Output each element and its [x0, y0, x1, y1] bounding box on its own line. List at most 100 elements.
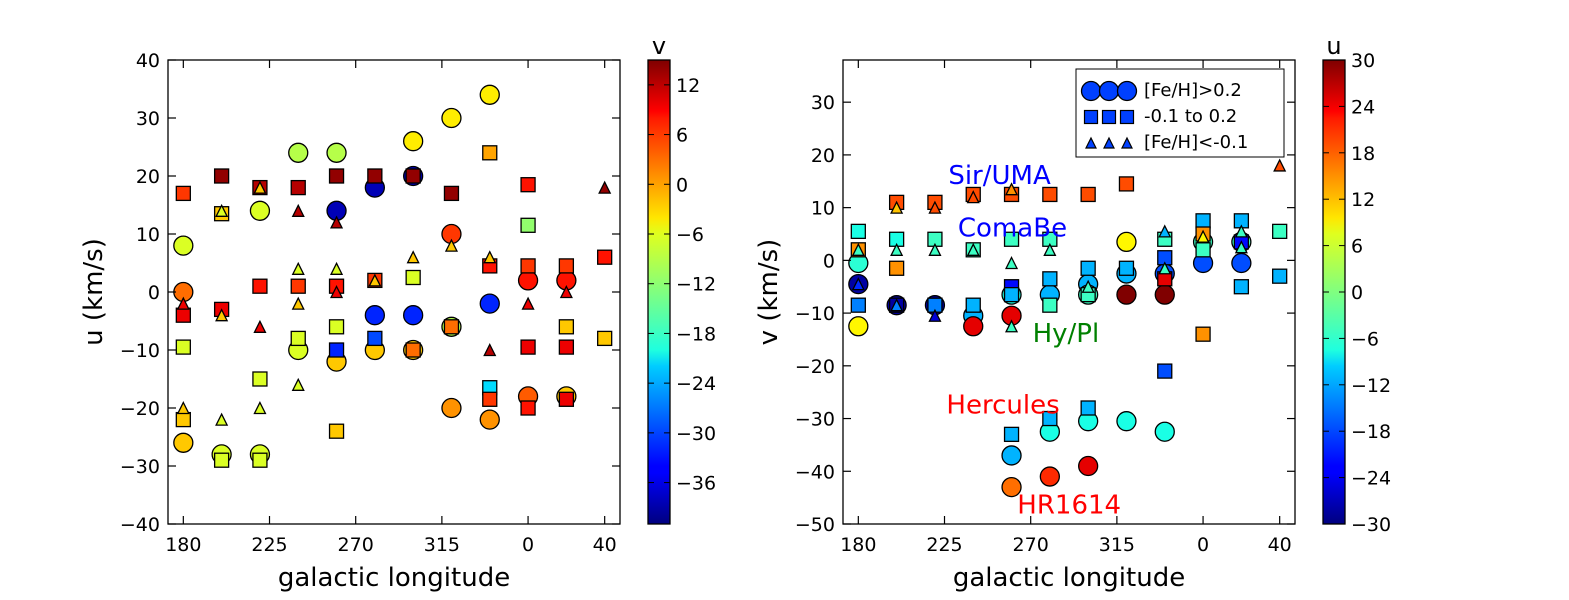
y-tick-label: 0 — [148, 282, 160, 304]
right-x-ticks: 180 225 270 315 0 40 — [840, 60, 1292, 556]
triangle-point — [598, 180, 612, 194]
legend-square-marker — [1083, 109, 1099, 125]
square-point — [482, 391, 498, 407]
legend-markers — [1080, 80, 1138, 149]
circle-point — [441, 397, 462, 419]
x-tick-label: 315 — [1099, 534, 1135, 556]
square-point — [405, 168, 421, 184]
legend-triangle-marker — [1121, 136, 1133, 149]
square-point — [213, 452, 230, 468]
square-point — [1003, 231, 1020, 247]
triangle-point — [1004, 319, 1019, 333]
triangle-point — [176, 401, 190, 415]
x-tick-label: 270 — [338, 534, 374, 556]
circle-point — [517, 270, 539, 291]
y-tick-label: 30 — [811, 92, 835, 114]
circle-point — [1116, 411, 1137, 432]
colorbar-tick-label: −12 — [676, 274, 716, 296]
square-point — [1003, 426, 1020, 443]
colorbar-tick-label: −6 — [1351, 328, 1379, 350]
square-point — [252, 452, 268, 468]
legend-circle-marker — [1098, 80, 1120, 102]
triangle-point — [291, 296, 305, 310]
y-tick-label: 40 — [136, 50, 160, 72]
y-tick-label: −20 — [795, 356, 835, 378]
circle-point — [1116, 284, 1137, 305]
triangle-point — [1043, 242, 1057, 256]
square-point — [558, 391, 575, 407]
square-point — [1272, 223, 1288, 240]
square-point — [965, 297, 981, 313]
region-label: Sir/UMA — [948, 161, 1051, 191]
triangle-point — [176, 296, 190, 310]
triangle-point — [890, 298, 904, 312]
triangle-point — [483, 343, 497, 357]
square-point — [290, 179, 306, 196]
left-x-ticks: 180 225 270 315 0 40 — [165, 60, 617, 556]
colorbar-tick-label: 30 — [1351, 50, 1375, 72]
triangle-point — [1158, 224, 1172, 238]
square-point — [405, 342, 421, 358]
square-point — [597, 330, 613, 347]
region-label: Hy/Pl — [1033, 319, 1100, 349]
x-tick-label: 180 — [840, 534, 876, 556]
left-colorbar-ticks: −36 −30 −24 −18 −12 −6 0 6 12 — [648, 75, 716, 495]
y-tick-label: 10 — [811, 198, 835, 220]
triangle-point — [966, 242, 980, 256]
triangle-point — [966, 190, 980, 204]
triangle-point — [329, 215, 344, 229]
x-tick-label: 315 — [424, 534, 460, 556]
right-colorbar-label: u — [1326, 32, 1341, 60]
triangle-point — [215, 203, 229, 217]
circle-point — [479, 409, 500, 430]
triangle-point — [1081, 279, 1095, 293]
x-tick-label: 0 — [1197, 534, 1209, 556]
square-point — [443, 319, 460, 335]
legend-label-high-feh: [Fe/H]>0.2 — [1144, 80, 1242, 101]
square-point — [290, 278, 306, 294]
y-tick-label: 0 — [823, 250, 835, 272]
square-point — [850, 297, 866, 313]
triangle-point — [1004, 182, 1019, 196]
circle-point — [1001, 476, 1022, 498]
square-point — [888, 260, 905, 276]
circle-point — [1039, 466, 1060, 487]
triangle-point — [928, 242, 942, 256]
colorbar-tick-label: −24 — [676, 373, 716, 395]
square-point — [1272, 268, 1288, 284]
y-tick-label: 10 — [136, 224, 160, 246]
x-tick-label: 270 — [1013, 534, 1049, 556]
left-data-points — [173, 84, 613, 468]
x-tick-label: 40 — [1268, 534, 1292, 556]
triangle-point — [253, 319, 267, 333]
square-point — [367, 330, 383, 347]
triangle-point — [890, 242, 904, 256]
triangle-point — [559, 285, 573, 299]
left-colorbar — [647, 59, 671, 525]
square-point — [252, 278, 268, 294]
square-point — [252, 371, 268, 387]
square-point — [1003, 286, 1020, 303]
square-point — [1042, 410, 1058, 427]
x-tick-label: 225 — [926, 534, 962, 556]
circle-point — [288, 142, 309, 163]
circle-point — [403, 131, 424, 152]
triangle-point — [329, 285, 344, 299]
square-point — [1195, 213, 1211, 229]
x-tick-label: 225 — [251, 534, 287, 556]
square-point — [850, 223, 866, 240]
triangle-point — [851, 242, 865, 256]
triangle-point — [444, 238, 459, 252]
y-tick-label: 30 — [136, 108, 160, 130]
colorbar-tick-label: 0 — [1351, 282, 1363, 304]
colorbar-tick-label: 12 — [1351, 189, 1375, 211]
colorbar-tick-label: −18 — [1351, 421, 1391, 443]
square-point — [1080, 186, 1096, 203]
circle-point — [1078, 455, 1099, 477]
colorbar-tick-label: 6 — [1351, 236, 1363, 258]
region-label: Hercules — [946, 390, 1059, 420]
colorbar-tick-label: −12 — [1351, 375, 1391, 397]
square-point — [175, 339, 191, 355]
